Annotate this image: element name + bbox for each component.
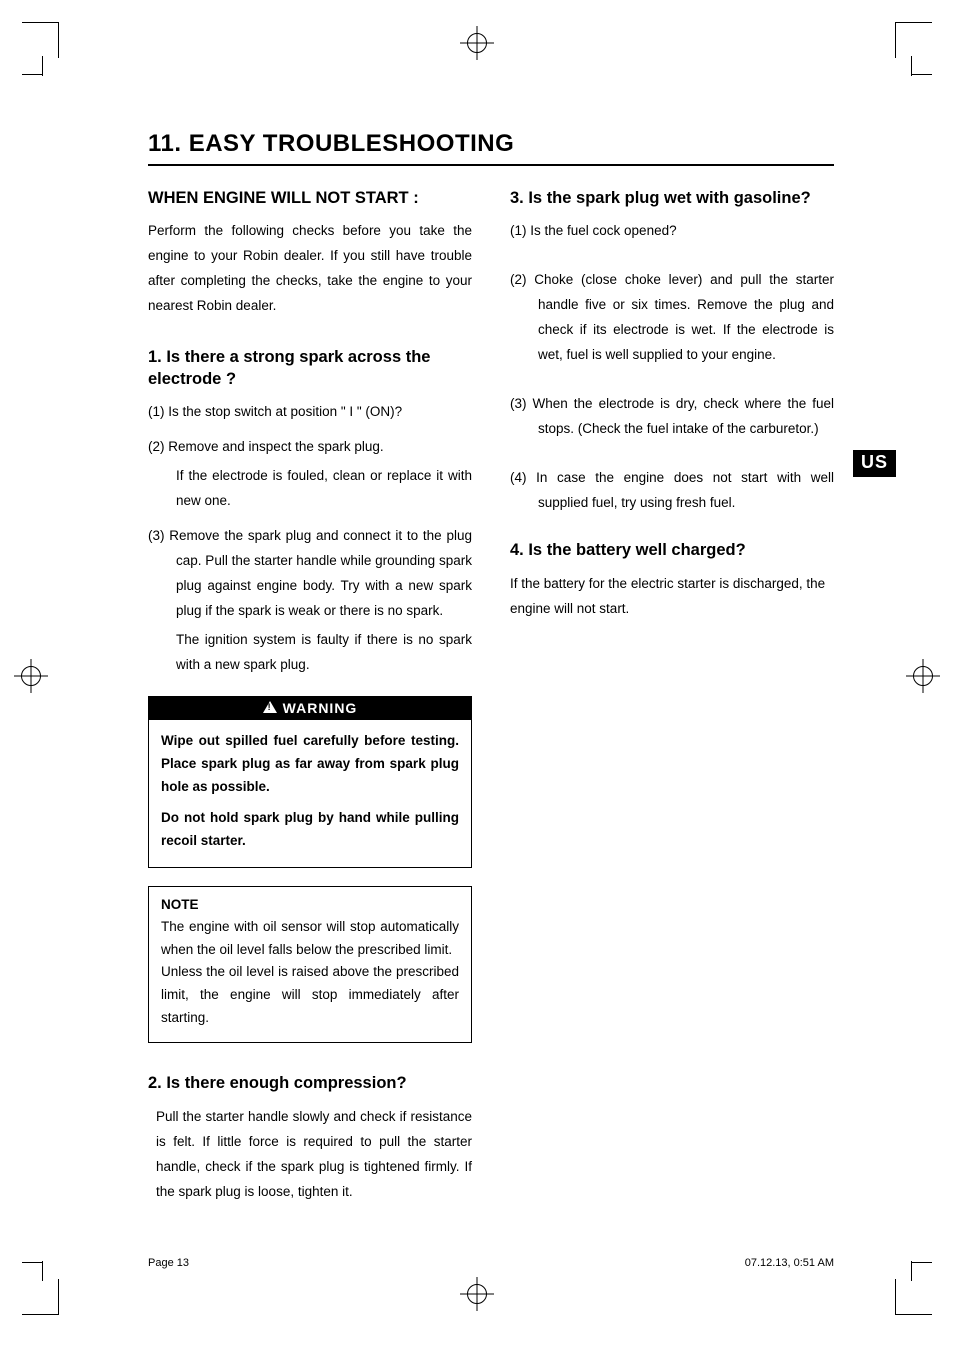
crop-mark <box>896 22 932 23</box>
crop-mark <box>58 22 59 58</box>
note-text-2: Unless the oil level is raised above the… <box>161 961 459 1030</box>
tick-mark <box>911 56 912 76</box>
registration-mark <box>464 1281 490 1307</box>
footer-timestamp: 07.12.13, 0:51 AM <box>745 1257 834 1269</box>
crop-mark <box>58 1279 59 1315</box>
list-item: (3) Remove the spark plug and connect it… <box>148 524 472 678</box>
warning-label: WARNING <box>283 700 358 716</box>
chapter-title: 11. EASY TROUBLESHOOTING <box>148 130 834 158</box>
tick-mark <box>912 1262 932 1263</box>
language-badge: US <box>853 450 896 477</box>
list-item: (3) When the electrode is dry, check whe… <box>510 392 834 442</box>
crop-mark <box>895 22 896 58</box>
list-item: (1) Is the stop switch at position " I "… <box>148 400 472 425</box>
registration-mark <box>910 663 936 689</box>
section-when-heading: WHEN ENGINE WILL NOT START : <box>148 188 472 209</box>
section-1-list: (1) Is the stop switch at position " I "… <box>148 400 472 678</box>
warning-body: Wipe out spilled fuel carefully before t… <box>149 720 471 867</box>
page: US 11. EASY TROUBLESHOOTING WHEN ENGINE … <box>0 0 954 1351</box>
left-column: WHEN ENGINE WILL NOT START : Perform the… <box>148 188 472 1219</box>
list-item: (4) In case the engine does not start wi… <box>510 466 834 516</box>
section-1-heading: 1. Is there a strong spark across the el… <box>148 347 472 390</box>
registration-mark <box>464 30 490 56</box>
section-3-list: (1) Is the fuel cock opened? (2) Choke (c… <box>510 219 834 516</box>
warning-icon <box>263 701 277 713</box>
section-3-heading: 3. Is the spark plug wet with gasoline? <box>510 188 834 209</box>
warning-text-2: Do not hold spark plug by hand while pul… <box>161 807 459 853</box>
section-when-body: Perform the following checks before you … <box>148 219 472 319</box>
section-4-heading: 4. Is the battery well charged? <box>510 540 834 561</box>
right-column: 3. Is the spark plug wet with gasoline? … <box>510 188 834 1219</box>
section-2-body-wrap: Pull the starter handle slowly and check… <box>148 1105 472 1205</box>
note-text-1: The engine with oil sensor will stop aut… <box>161 916 459 962</box>
crop-mark <box>22 1314 58 1315</box>
warning-header: WARNING <box>149 697 471 720</box>
warning-text-1: Wipe out spilled fuel carefully before t… <box>161 730 459 799</box>
note-title: NOTE <box>161 897 459 912</box>
crop-mark <box>22 22 58 23</box>
footer-page: Page 13 <box>148 1257 189 1269</box>
footer: Page 13 07.12.13, 0:51 AM <box>148 1257 834 1269</box>
crop-mark <box>895 1279 896 1315</box>
tick-mark <box>22 74 42 75</box>
tick-mark <box>42 56 43 76</box>
crop-mark <box>896 1314 932 1315</box>
warning-box: WARNING Wipe out spilled fuel carefully … <box>148 696 472 868</box>
list-item-sub: The ignition system is faulty if there i… <box>176 628 472 678</box>
tick-mark <box>42 1261 43 1281</box>
tick-mark <box>912 74 932 75</box>
section-2-heading: 2. Is there enough compression? <box>148 1073 472 1094</box>
list-item: (1) Is the fuel cock opened? <box>510 219 834 244</box>
registration-mark <box>18 663 44 689</box>
chapter-header: 11. EASY TROUBLESHOOTING <box>148 130 834 166</box>
content-columns: WHEN ENGINE WILL NOT START : Perform the… <box>148 188 834 1219</box>
section-2-body: Pull the starter handle slowly and check… <box>156 1105 472 1205</box>
section-4-body: If the battery for the electric starter … <box>510 572 834 622</box>
list-item: (2) Choke (close choke lever) and pull t… <box>510 268 834 368</box>
tick-mark <box>22 1262 42 1263</box>
note-box: NOTE The engine with oil sensor will sto… <box>148 886 472 1044</box>
tick-mark <box>911 1261 912 1281</box>
list-item-sub: If the electrode is fouled, clean or rep… <box>176 464 472 514</box>
list-item: (2) Remove and inspect the spark plug.If… <box>148 435 472 514</box>
